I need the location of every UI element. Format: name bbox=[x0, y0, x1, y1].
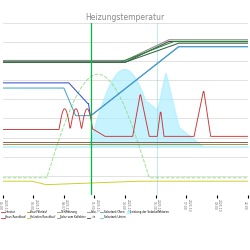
Legend: ...eratur, Haus Ruecklauf, Haus Vorlauf, Holzofen Ruecklauf, Oehlheizung, Solar : ...eratur, Haus Ruecklauf, Haus Vorlauf,… bbox=[1, 210, 169, 220]
Title: Heizungstemperatur: Heizungstemperatur bbox=[86, 13, 164, 22]
